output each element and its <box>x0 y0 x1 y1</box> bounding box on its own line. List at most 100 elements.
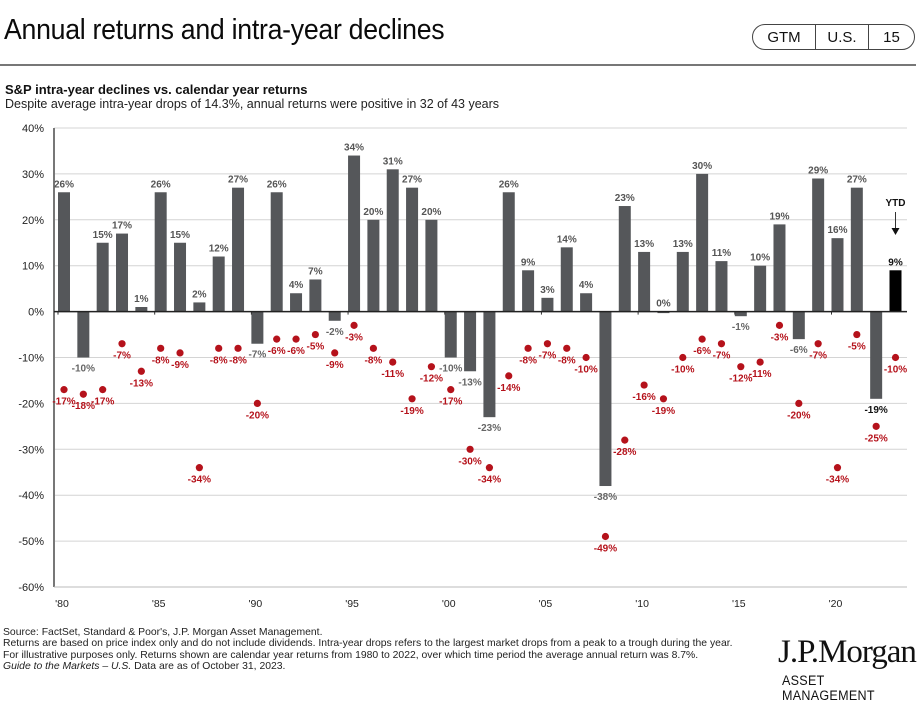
decline-dot <box>215 344 223 352</box>
decline-dot <box>137 367 145 375</box>
decline-dot <box>698 335 706 343</box>
return-bar <box>541 297 554 312</box>
return-bar <box>696 173 709 312</box>
decline-dot <box>408 395 416 403</box>
decline-label: -6% <box>693 346 711 357</box>
decline-label: -7% <box>713 351 731 362</box>
footer-source: Source: FactSet, Standard & Poor's, J.P.… <box>3 627 323 638</box>
return-label: -7% <box>248 350 266 361</box>
x-tick-label: '15 <box>732 598 746 610</box>
return-bar <box>773 224 786 312</box>
return-bars <box>58 155 902 487</box>
decline-label: -25% <box>864 433 887 444</box>
return-bar <box>154 192 167 312</box>
chart: 40% 30% 20% 10% 0% -10% -20% -30% -40% -50% -60% 2… <box>18 123 907 610</box>
decline-label: -20% <box>246 410 269 421</box>
decline-label: -30% <box>458 456 481 467</box>
data-labels: 26%-10%15%17%1%26%15%2%12%27%-7%26%4%7%-… <box>52 143 907 555</box>
page-badge: GTM U.S. 15 <box>752 24 915 50</box>
decline-dot <box>795 399 803 407</box>
return-label: -23% <box>478 423 501 434</box>
decline-label: -17% <box>439 397 462 408</box>
decline-label: -10% <box>884 365 907 376</box>
return-bar <box>386 169 399 312</box>
decline-dot <box>814 340 822 348</box>
decline-label: -8% <box>152 355 170 366</box>
decline-dot <box>833 464 842 472</box>
decline-dot <box>389 358 397 366</box>
return-label: 0% <box>656 299 671 310</box>
x-tick-label: '20 <box>829 598 843 610</box>
decline-label: -6% <box>268 346 286 357</box>
return-bar <box>889 270 902 312</box>
decline-label: -9% <box>326 360 344 371</box>
return-bar <box>212 256 225 312</box>
decline-dot <box>234 344 242 352</box>
return-bar <box>850 187 863 312</box>
decline-dot <box>331 349 339 357</box>
return-bar <box>560 247 573 312</box>
return-bar <box>734 311 747 317</box>
decline-dot <box>350 321 358 329</box>
x-tick-label: '00 <box>442 598 456 610</box>
return-label: 2% <box>192 289 207 300</box>
y-tick-label: 40% <box>22 123 44 135</box>
decline-dot <box>292 335 300 343</box>
decline-dots <box>60 321 900 541</box>
badge-region: U.S. <box>816 25 869 49</box>
return-bar <box>870 311 883 399</box>
footer-note: Returns are based on price index only an… <box>3 638 733 661</box>
decline-dot <box>253 399 261 407</box>
return-label: -13% <box>458 377 481 388</box>
decline-label: -34% <box>478 475 501 486</box>
return-bar <box>290 293 303 312</box>
return-label: 13% <box>634 239 654 250</box>
return-bar <box>367 219 380 312</box>
y-tick-label: 0% <box>28 307 44 319</box>
decline-label: -34% <box>826 475 849 486</box>
return-label: 15% <box>93 230 113 241</box>
decline-dot <box>273 335 281 343</box>
return-bar <box>270 192 283 312</box>
return-label: 20% <box>363 207 383 218</box>
return-bar <box>348 155 361 312</box>
decline-dot <box>99 386 107 394</box>
badge-page-number: 15 <box>883 28 900 46</box>
decline-label: -7% <box>113 351 131 362</box>
return-bar <box>174 242 187 312</box>
y-tick-label: 30% <box>22 169 44 181</box>
return-label: 17% <box>112 221 132 232</box>
decline-label: -18% <box>72 401 95 412</box>
gridlines <box>53 127 907 588</box>
x-axis-ticks: '80 '85 '90 '95 '00 '05 '10 '15 '20 <box>55 311 843 610</box>
decline-label: -12% <box>420 374 443 385</box>
decline-dot <box>601 532 610 541</box>
badge-gtm: GTM <box>753 25 816 49</box>
decline-dot <box>853 330 861 339</box>
asset-management-logo: ASSET MANAGEMENT <box>782 673 875 703</box>
return-bar <box>328 311 341 321</box>
decline-label: -8% <box>364 355 382 366</box>
return-label: 15% <box>170 230 190 241</box>
return-bar <box>638 251 651 312</box>
return-label: 26% <box>54 179 74 190</box>
y-tick-label: 10% <box>22 261 44 273</box>
decline-dot <box>872 422 880 430</box>
x-tick-label: '85 <box>152 598 166 610</box>
y-tick-label: -40% <box>18 490 44 502</box>
decline-dot <box>640 381 648 389</box>
return-bar <box>754 265 767 312</box>
decline-dot <box>756 358 764 366</box>
return-bar <box>232 187 245 312</box>
return-label: 29% <box>808 165 828 176</box>
decline-dot <box>195 464 203 472</box>
decline-label: -13% <box>130 378 153 389</box>
x-tick-label: '95 <box>345 598 359 610</box>
decline-label: -19% <box>400 406 423 417</box>
decline-label: -19% <box>652 406 675 417</box>
return-label: 31% <box>383 156 403 167</box>
decline-label: -5% <box>306 342 324 353</box>
y-tick-label: -30% <box>18 444 44 456</box>
return-label: 9% <box>888 257 903 268</box>
decline-label: -8% <box>229 355 247 366</box>
